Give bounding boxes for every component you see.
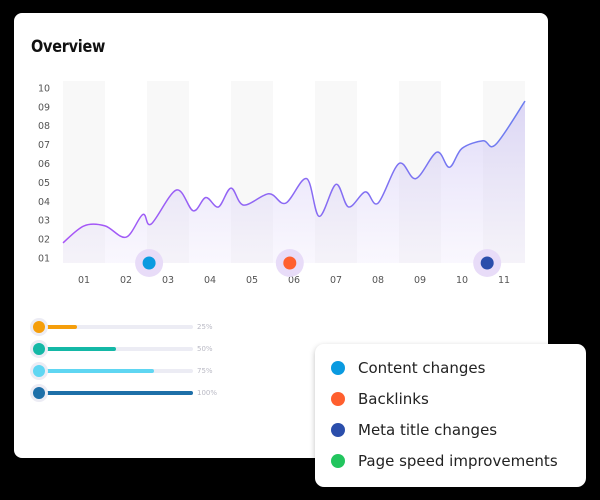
progress-bar[interactable]: 75%: [33, 365, 228, 377]
x-tick-label: 03: [162, 275, 174, 286]
progress-track: [38, 347, 193, 351]
progress-label: 100%: [197, 389, 218, 397]
x-tick-label: 04: [204, 275, 216, 286]
legend-item-content-changes: Content changes: [331, 358, 485, 378]
legend-label: Content changes: [358, 359, 486, 377]
legend-label: Page speed improvements: [358, 452, 558, 470]
progress-bar[interactable]: 100%: [33, 387, 228, 399]
event-marker[interactable]: [275, 249, 304, 277]
x-tick-label: 02: [120, 275, 132, 286]
event-markers: [135, 249, 502, 277]
progress-fill: [38, 369, 155, 373]
event-marker[interactable]: [473, 249, 502, 277]
y-tick-label: 04: [38, 197, 50, 208]
y-tick-label: 05: [38, 178, 50, 189]
y-tick-label: 09: [38, 102, 50, 113]
progress-bar[interactable]: 25%: [33, 321, 228, 333]
page-title: Overview: [31, 37, 106, 57]
progress-label: 25%: [197, 323, 213, 331]
y-tick-label: 01: [38, 254, 50, 265]
marker-dot-icon: [480, 256, 494, 270]
progress-track: [38, 325, 193, 329]
progress-thumb[interactable]: [33, 343, 45, 355]
dot-icon: [331, 454, 345, 468]
legend-label: Meta title changes: [358, 421, 498, 439]
y-axis: 01 02 03 04 05 06 07 08 09 10: [38, 83, 50, 264]
area-fill: [63, 101, 525, 263]
x-tick-label: 06: [288, 275, 300, 286]
event-marker[interactable]: [135, 249, 164, 277]
y-tick-label: 03: [38, 216, 50, 227]
legend-card: Content changes Backlinks Meta title cha…: [315, 344, 586, 487]
x-tick-label: 09: [414, 275, 426, 286]
y-tick-label: 02: [38, 235, 50, 246]
progress-bar[interactable]: 50%: [33, 343, 228, 355]
x-tick-label: 08: [372, 275, 384, 286]
dot-icon: [331, 361, 345, 375]
progress-label: 75%: [197, 367, 213, 375]
legend-item-meta-title-changes: Meta title changes: [331, 420, 497, 440]
y-tick-label: 06: [38, 159, 50, 170]
progress-label: 50%: [197, 345, 213, 353]
dot-icon: [331, 392, 345, 406]
legend-label: Backlinks: [358, 390, 429, 408]
x-tick-label: 05: [246, 275, 258, 286]
x-tick-label: 10: [456, 275, 468, 286]
series-line: [62, 100, 526, 244]
progress-fill: [38, 347, 116, 351]
y-tick-label: 07: [38, 140, 50, 151]
legend-item-backlinks: Backlinks: [331, 389, 429, 409]
x-tick-label: 07: [330, 275, 342, 286]
x-axis: 01 02 03 04 05 06 07 08 09 10 11: [78, 275, 510, 286]
dot-icon: [331, 423, 345, 437]
progress-fill: [38, 391, 193, 395]
progress-thumb[interactable]: [33, 365, 45, 377]
progress-fill: [38, 325, 77, 329]
y-tick-label: 10: [38, 83, 50, 94]
progress-thumb[interactable]: [33, 321, 45, 333]
y-tick-label: 08: [38, 121, 50, 132]
legend-item-page-speed-improvements: Page speed improvements: [331, 451, 558, 471]
x-tick-label: 11: [498, 275, 510, 286]
marker-dot-icon: [283, 256, 297, 270]
progress-thumb[interactable]: [33, 387, 45, 399]
marker-dot-icon: [142, 256, 156, 270]
x-tick-label: 01: [78, 275, 90, 286]
